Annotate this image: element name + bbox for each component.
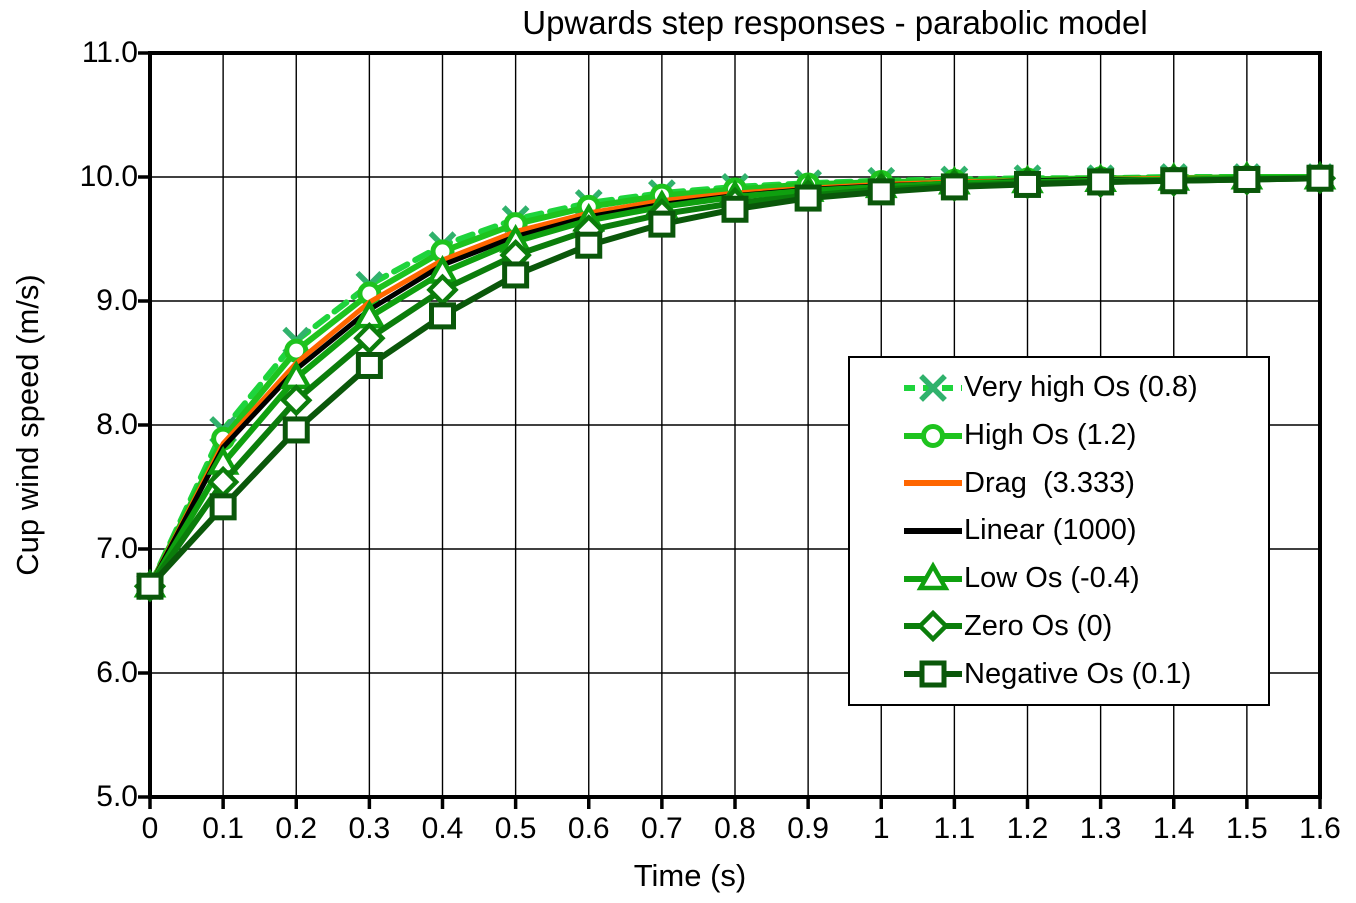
- x-tick-label: 0.9: [787, 812, 829, 845]
- x-tick-label: 1.5: [1226, 812, 1268, 845]
- legend-item: Zero Os (0): [850, 604, 1268, 648]
- x-tick-label: 0.4: [421, 812, 464, 845]
- y-tick-label: 9.0: [96, 284, 138, 317]
- legend-label: Drag (3.333): [964, 466, 1135, 499]
- x-tick-label: 1.6: [1299, 812, 1341, 845]
- diamond-marker: [280, 384, 313, 417]
- x-marker: [919, 373, 947, 402]
- square-marker: [136, 572, 164, 600]
- square-marker: [502, 261, 530, 289]
- x-tick-label: 1.1: [933, 812, 976, 845]
- x-tick-label: 0.6: [567, 812, 610, 845]
- legend-label: Very high Os (0.8): [964, 371, 1198, 404]
- square-marker: [429, 302, 456, 330]
- legend-swatch: [904, 423, 962, 448]
- chart-title: Upwards step responses - parabolic model: [522, 4, 1148, 41]
- legend-label: High Os (1.2): [964, 419, 1137, 452]
- y-tick-label: 5.0: [96, 780, 138, 813]
- legend-item: High Os (1.2): [850, 414, 1268, 458]
- x-tick-label: 1.2: [1006, 812, 1049, 845]
- y-tick-label: 6.0: [96, 656, 138, 689]
- square-marker: [648, 210, 676, 238]
- legend-swatch: [904, 610, 962, 643]
- square-marker: [355, 351, 383, 379]
- y-tick-label: 7.0: [96, 532, 138, 565]
- x-tick-label: 0.1: [202, 812, 244, 845]
- plot-border: [148, 51, 1322, 799]
- x-tick-label: 1.4: [1152, 812, 1195, 845]
- square-marker: [919, 660, 947, 688]
- square-marker: [1306, 164, 1334, 192]
- square-marker: [1233, 165, 1261, 193]
- y-tick-label: 11.0: [81, 36, 138, 69]
- y-tick-label: 8.0: [96, 408, 138, 441]
- legend-item: Linear (1000): [850, 509, 1268, 553]
- legend-label: Negative Os (0.1): [964, 657, 1192, 690]
- legend-swatch: [904, 561, 962, 590]
- x-tick-label: 0.3: [348, 812, 391, 845]
- x-tick-label: 1: [872, 812, 890, 845]
- x-axis-title: Time (s): [633, 858, 747, 893]
- square-marker: [794, 184, 822, 212]
- legend-item: Negative Os (0.1): [850, 652, 1268, 696]
- triangle-marker: [916, 561, 950, 590]
- legend-item: Very high Os (0.8): [850, 366, 1268, 410]
- legend-label: Low Os (-0.4): [964, 562, 1140, 595]
- circle-marker: [921, 423, 945, 448]
- legend-item: Low Os (-0.4): [850, 557, 1268, 601]
- square-marker: [282, 416, 310, 444]
- square-marker: [1087, 168, 1115, 196]
- diamond-marker: [353, 322, 386, 355]
- x-tick-label: 0.5: [494, 812, 537, 845]
- square-marker: [1160, 167, 1188, 195]
- legend-swatch: [904, 660, 962, 688]
- square-marker: [867, 178, 895, 206]
- diamond-marker: [916, 610, 950, 643]
- x-tick-label: 0.2: [275, 812, 318, 845]
- square-marker: [575, 231, 603, 259]
- legend-label: Zero Os (0): [964, 609, 1113, 642]
- legend-swatch: [904, 480, 962, 487]
- legend-swatch: [904, 527, 962, 534]
- square-marker: [940, 173, 968, 201]
- legend-label: Linear (1000): [964, 514, 1137, 547]
- x-tick-label: 0.8: [714, 812, 756, 845]
- x-tick-label: 1.3: [1079, 812, 1122, 845]
- legend: Very high Os (0.8) High Os (1.2) Drag (3.3…: [848, 356, 1270, 706]
- legend-swatch: [904, 373, 962, 402]
- y-tick-label: 10.0: [79, 160, 138, 193]
- legend-item: Drag (3.333): [850, 461, 1268, 505]
- square-marker: [209, 493, 237, 521]
- series-7: [136, 164, 1334, 600]
- x-tick-label: 0.7: [641, 812, 683, 845]
- x-tick-label: 0: [141, 812, 159, 845]
- square-marker: [1014, 170, 1041, 198]
- square-marker: [721, 195, 749, 223]
